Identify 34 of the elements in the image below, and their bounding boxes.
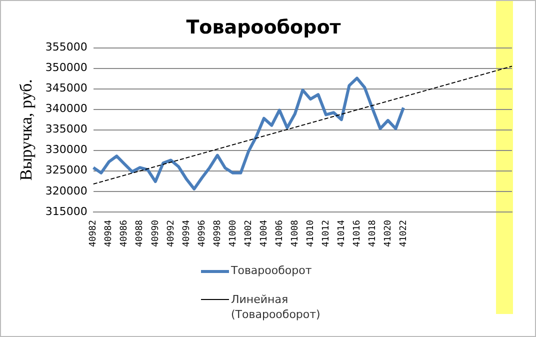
y-tick-label: 350000	[45, 61, 88, 74]
legend-label: Товарооборот	[231, 263, 312, 278]
x-tick-label: 41006	[274, 220, 285, 247]
y-tick-label: 345000	[45, 82, 88, 95]
x-tick-label: 40988	[135, 220, 146, 247]
chart-title: Товарооборот	[186, 16, 341, 38]
y-axis-title: Выручка, руб.	[16, 79, 36, 181]
x-tick-label: 40998	[212, 220, 223, 247]
x-tick-label: 40982	[88, 220, 99, 247]
x-tick-label: 40992	[166, 220, 176, 247]
x-tick-label: 41022	[398, 220, 409, 247]
x-tick-label: 41000	[228, 220, 238, 247]
x-tick-label: 41016	[352, 220, 362, 247]
x-tick-label: 40990	[150, 220, 161, 247]
y-tick-label: 355000	[45, 40, 88, 54]
x-tick-label: 41012	[321, 220, 332, 247]
x-tick-label: 41014	[336, 220, 347, 247]
x-tick-label: 40994	[182, 220, 192, 247]
x-tick-label: 41002	[244, 220, 254, 247]
y-tick-label: 330000	[45, 143, 88, 156]
x-tick-label: 41004	[259, 220, 270, 247]
y-tick-label: 340000	[45, 102, 88, 116]
x-tick-label: 40996	[197, 220, 208, 247]
legend-label: Линейная (Товарооборот)	[231, 292, 322, 322]
x-tick-label: 41018	[368, 220, 378, 247]
y-tick-label: 335000	[45, 122, 88, 136]
x-tick-label: 41008	[290, 220, 300, 247]
y-tick-label: 325000	[45, 164, 88, 177]
x-tick-label: 41020	[383, 220, 394, 247]
x-tick-label: 41010	[306, 220, 316, 247]
y-tick-label: 315000	[45, 204, 88, 218]
y-tick-label: 320000	[45, 184, 88, 198]
x-tick-label: 40984	[104, 220, 114, 247]
x-tick-label: 40986	[120, 220, 130, 247]
